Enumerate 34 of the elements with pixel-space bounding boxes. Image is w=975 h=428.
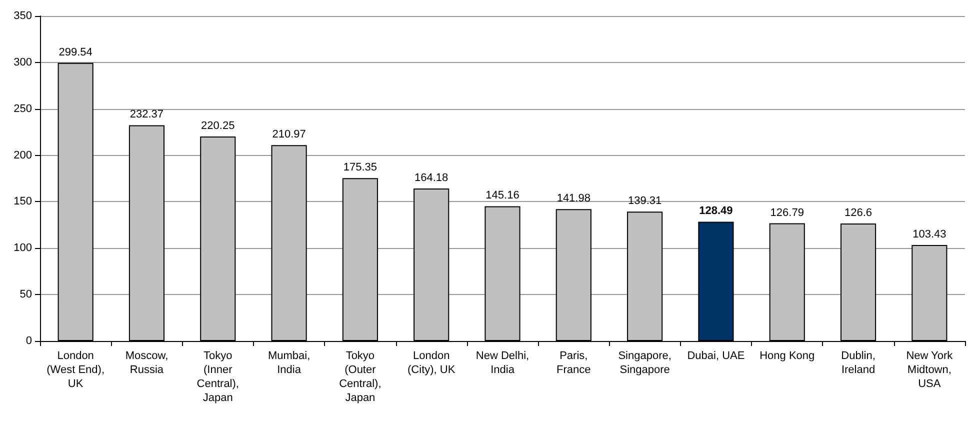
- x-tick-label: Tokyo (Inner Central), Japan: [196, 350, 239, 404]
- data-label: 220.25: [201, 120, 235, 132]
- x-tick-label: London (West End), UK: [46, 350, 105, 390]
- data-label: 299.54: [58, 46, 92, 58]
- data-label: 126.6: [844, 206, 872, 219]
- data-label: 139.31: [628, 195, 662, 208]
- x-tick-label: New York Midtown, USA: [906, 350, 954, 390]
- x-tick-label: London (City), UK: [408, 350, 456, 376]
- y-tick-label: 150: [14, 196, 32, 208]
- x-tick-label: Mumbai, India: [268, 350, 310, 376]
- data-label: 103.43: [912, 228, 946, 240]
- x-tick-label: Paris, France: [556, 350, 591, 376]
- y-tick-label: 350: [14, 10, 32, 22]
- x-tick-label: Moscow, Russia: [125, 350, 168, 376]
- x-tick-label: Dubai, UAE: [687, 350, 745, 362]
- data-label: 164.18: [414, 172, 448, 184]
- y-tick-label: 200: [14, 149, 32, 162]
- data-label: 126.79: [770, 206, 804, 219]
- y-tick-label: 250: [14, 102, 32, 115]
- y-tick-label: 50: [20, 288, 32, 301]
- data-label: 145.16: [486, 190, 520, 202]
- y-tick-label: 100: [14, 242, 32, 254]
- y-tick-label: 0: [26, 335, 32, 347]
- x-tick-label: Dublin, Ireland: [841, 350, 876, 376]
- data-label: 210.97: [272, 128, 306, 141]
- data-label: 232.37: [130, 108, 164, 121]
- y-tick-label: 300: [14, 56, 32, 68]
- data-label: 128.49: [699, 205, 733, 218]
- data-label: 175.35: [343, 162, 378, 174]
- x-tick-label: New Delhi, India: [476, 350, 530, 376]
- x-tick-label: Singapore, Singapore: [618, 350, 672, 376]
- x-tick-label: Hong Kong: [760, 350, 815, 362]
- data-label: 141.98: [556, 192, 590, 205]
- x-tick-label: Tokyo (Outer Central), Japan: [339, 350, 382, 404]
